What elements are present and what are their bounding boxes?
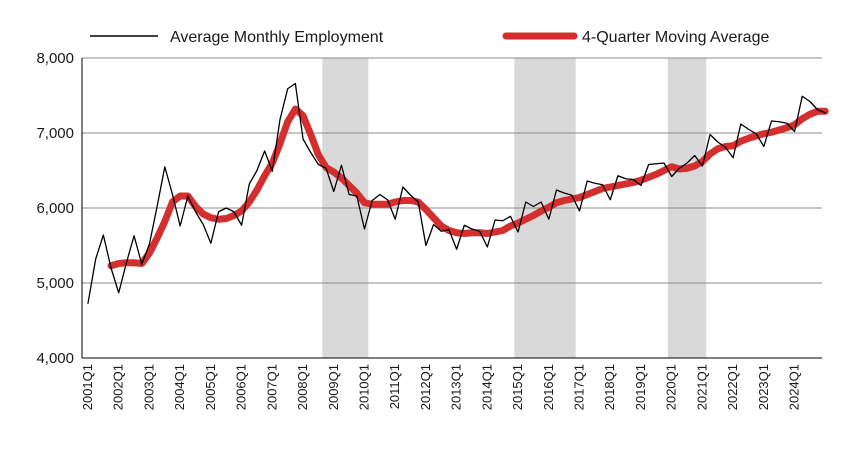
axes [81, 58, 822, 359]
y-tick-label: 8,000 [36, 50, 74, 67]
y-tick-label: 4,000 [36, 350, 74, 367]
x-tick-label: 2006Q1 [234, 364, 249, 410]
x-tick-label: 2007Q1 [264, 364, 279, 410]
x-tick-label: 2008Q1 [295, 364, 310, 410]
x-tick-label: 2023Q1 [756, 364, 771, 410]
x-tick-label: 2024Q1 [787, 364, 802, 410]
legend-label-moving-average: 4-Quarter Moving Average [582, 29, 769, 46]
x-tick-label: 2011Q1 [387, 364, 402, 409]
y-tick-label: 6,000 [36, 200, 74, 217]
y-tick-label: 7,000 [36, 125, 74, 142]
x-tick-label: 2016Q1 [541, 364, 556, 410]
x-tick-label: 2009Q1 [326, 364, 341, 410]
x-tick-label: 2015Q1 [510, 364, 525, 410]
x-tick-label: 2020Q1 [664, 364, 679, 410]
x-tick-label: 2005Q1 [203, 364, 218, 410]
x-tick-label: 2019Q1 [633, 364, 648, 410]
y-tick-labels: 4,000 5,000 6,000 7,000 8,000 [36, 50, 74, 367]
legend: Average Monthly Employment 4-Quarter Mov… [90, 29, 769, 46]
x-tick-label: 2014Q1 [479, 364, 494, 410]
x-tick-label: 2012Q1 [418, 364, 433, 410]
series-line-monthly-employment [87, 82, 826, 304]
x-tick-label: 2010Q1 [356, 364, 371, 410]
x-tick-label: 2002Q1 [111, 364, 126, 410]
x-tick-label: 2004Q1 [172, 364, 187, 410]
x-tick-label: 2018Q1 [602, 364, 617, 410]
legend-label-monthly: Average Monthly Employment [170, 29, 384, 46]
x-tick-label: 2001Q1 [80, 364, 95, 410]
series-line-moving-average [107, 105, 829, 270]
x-tick-label: 2022Q1 [725, 364, 740, 410]
x-tick-label: 2021Q1 [694, 364, 709, 410]
gridlines [82, 57, 822, 284]
y-tick-label: 5,000 [36, 275, 74, 292]
series-lines [87, 82, 829, 304]
x-tick-label: 2013Q1 [449, 364, 464, 410]
x-tick-label: 2017Q1 [572, 364, 587, 410]
x-tick-label: 2003Q1 [141, 364, 156, 410]
x-tick-labels: 2001Q1 2002Q1 2003Q1 2004Q1 2005Q1 2006Q1 2007… [80, 364, 802, 410]
